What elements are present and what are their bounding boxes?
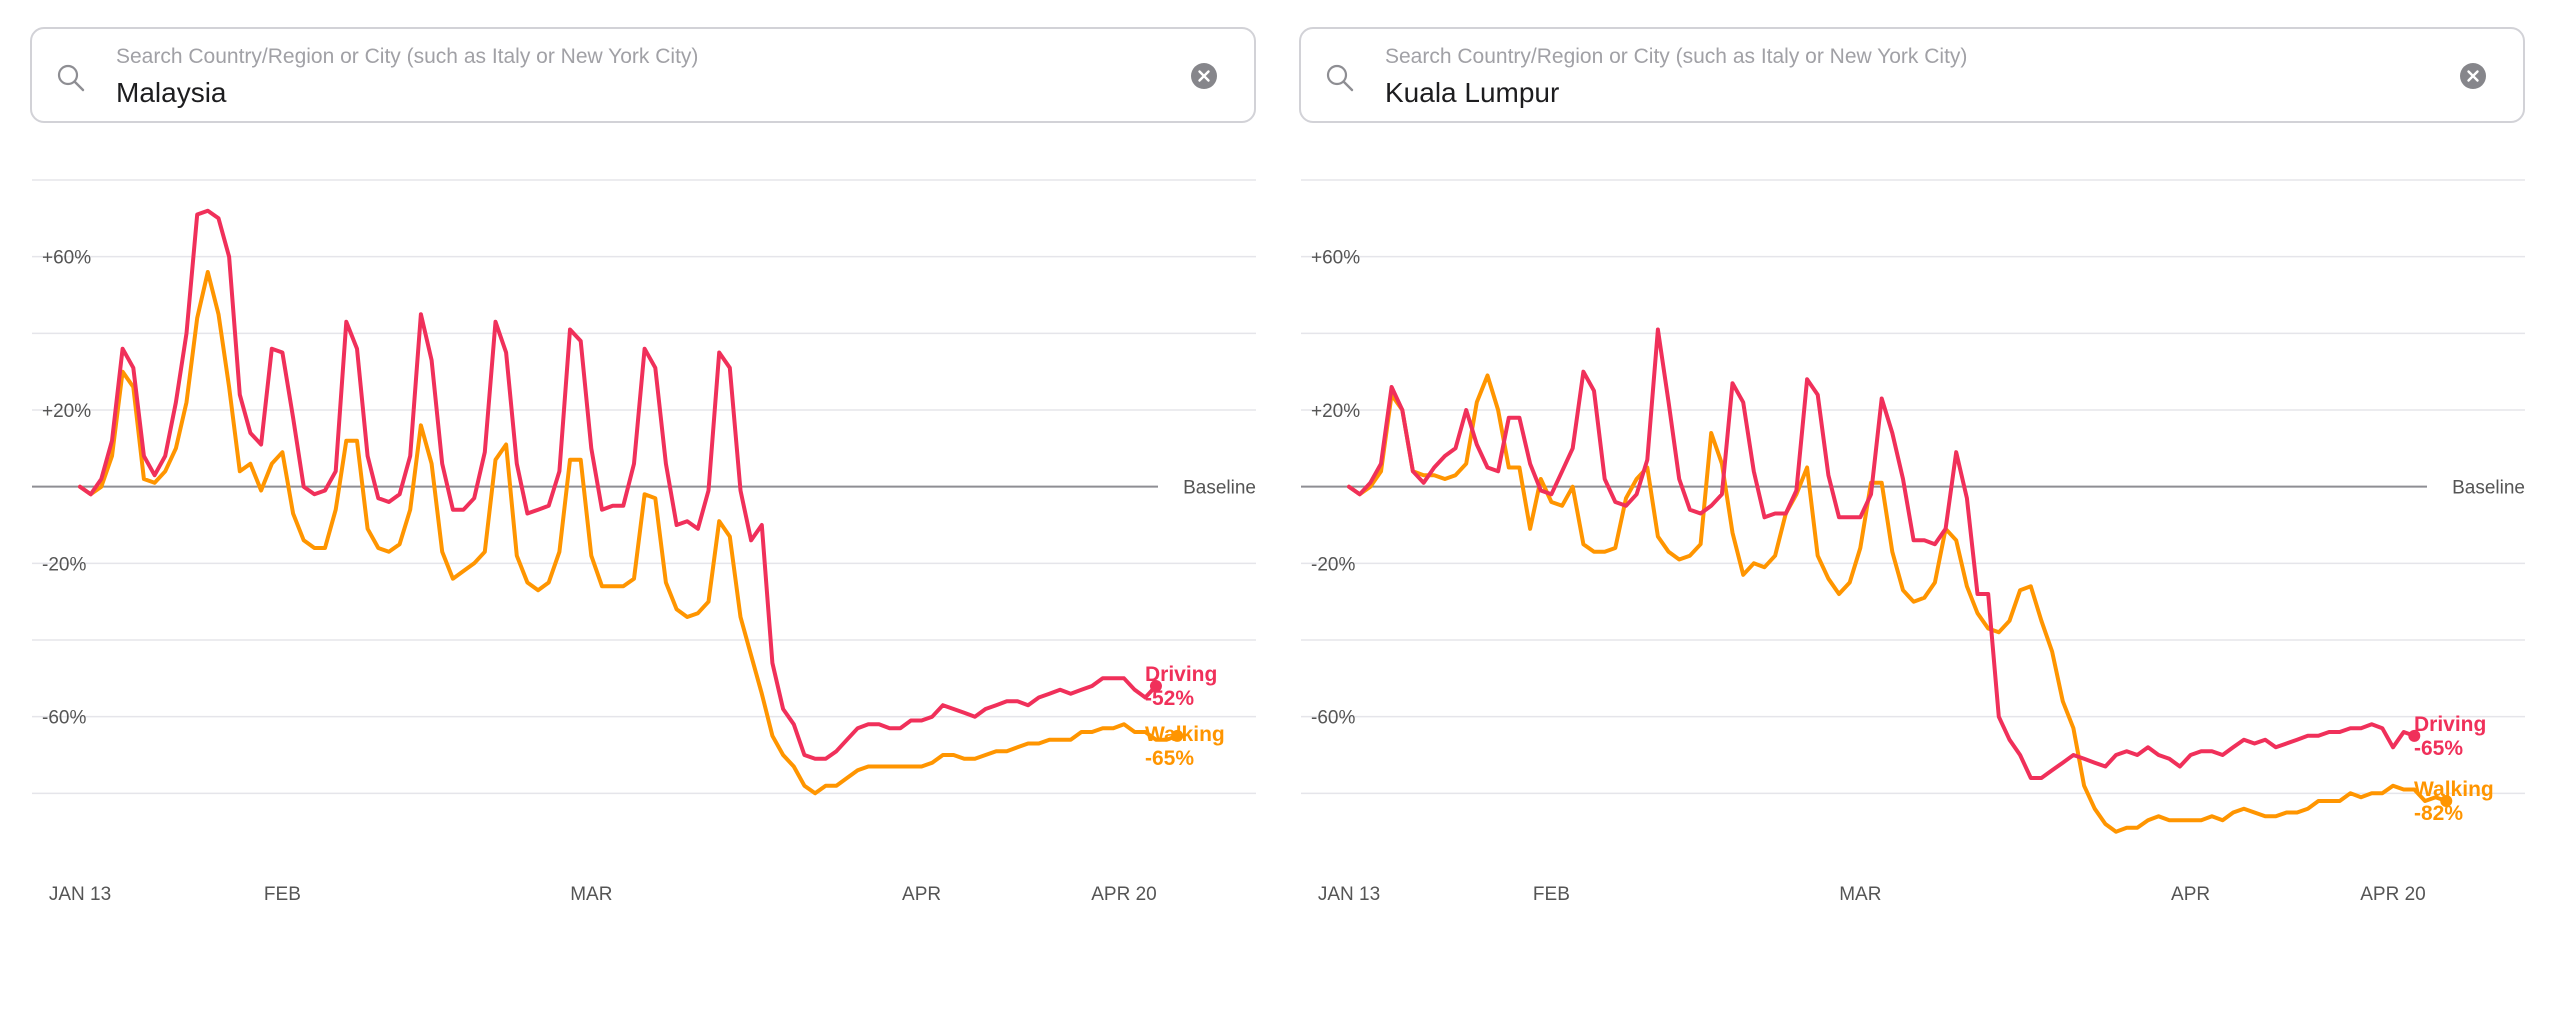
series-end-name: Walking	[1145, 723, 1225, 746]
baseline-label: Baseline	[1183, 478, 1256, 499]
series-line-driving	[78, 208, 1158, 761]
panel-malaysia: Search Country/Region or City (such as I…	[30, 0, 1270, 1031]
grid	[32, 179, 1256, 795]
clear-icon[interactable]	[1190, 62, 1218, 90]
search-box[interactable]: Search Country/Region or City (such as I…	[1299, 27, 2525, 123]
y-tick-label: +60%	[1311, 248, 1360, 269]
y-tick-label: +20%	[1311, 401, 1360, 422]
grid	[1301, 179, 2525, 795]
series-line-walking	[1347, 373, 2449, 834]
x-tick-label: APR 20	[2360, 884, 2425, 905]
baseline-label: Baseline	[2452, 478, 2525, 499]
search-box[interactable]: Search Country/Region or City (such as I…	[30, 27, 1256, 123]
search-input[interactable]: Kuala Lumpur	[1385, 77, 1560, 108]
x-tick-label: APR 20	[1091, 884, 1156, 905]
x-tick-label: APR	[2171, 884, 2210, 905]
search-input[interactable]: Malaysia	[116, 77, 227, 108]
y-tick-label: -60%	[1311, 708, 1355, 729]
series-end-name: Driving	[2414, 713, 2486, 736]
search-icon	[1326, 64, 1354, 92]
series-end-name: Walking	[2414, 778, 2494, 801]
x-tick-label: JAN 13	[49, 884, 111, 905]
y-tick-label: +60%	[42, 248, 91, 269]
panel-kuala-lumpur: Search Country/Region or City (such as I…	[1299, 0, 2539, 1031]
x-tick-label: MAR	[570, 884, 612, 905]
series-end-name: Driving	[1145, 663, 1217, 686]
series-end-value: -65%	[1145, 747, 1194, 770]
clear-icon[interactable]	[2459, 62, 2487, 90]
y-tick-label: +20%	[42, 401, 91, 422]
mobility-chart-malaysia: +60% +20% -20% -60% Baseline JAN 13 FEB MAR APR A…	[32, 179, 1256, 905]
series-end-dot-driving	[1149, 680, 1162, 692]
search-placeholder: Search Country/Region or City (such as I…	[1385, 45, 1968, 68]
search-placeholder: Search Country/Region or City (such as I…	[116, 45, 699, 68]
x-tick-label: MAR	[1839, 884, 1881, 905]
series-line-walking	[78, 270, 1180, 796]
x-tick-label: APR	[902, 884, 941, 905]
x-tick-label: FEB	[264, 884, 301, 905]
y-tick-label: -20%	[42, 554, 86, 575]
y-tick-label: -60%	[42, 708, 86, 729]
series-end-dot-walking	[1171, 729, 1184, 742]
search-icon	[57, 64, 85, 92]
series-end-value: -82%	[2414, 802, 2463, 825]
series-end-dot-driving	[2408, 729, 2421, 742]
series-line-driving	[1347, 327, 2417, 780]
y-tick-label: -20%	[1311, 554, 1355, 575]
series-end-value: -65%	[2414, 737, 2463, 760]
series-end-value: -52%	[1145, 687, 1194, 710]
mobility-chart-kuala-lumpur: +60% +20% -20% -60% Baseline JAN 13 FEB MAR APR A…	[1301, 179, 2525, 905]
x-tick-label: FEB	[1533, 884, 1570, 905]
x-tick-label: JAN 13	[1318, 884, 1380, 905]
series-end-dot-walking	[2440, 795, 2453, 807]
